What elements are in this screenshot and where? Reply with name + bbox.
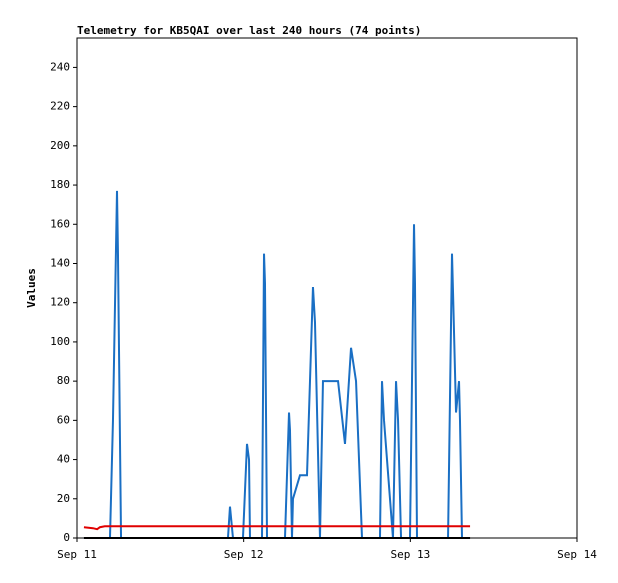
y-axis-label: Values <box>25 268 38 308</box>
y-tick-label: 220 <box>50 100 70 113</box>
y-tick-label: 60 <box>57 413 70 426</box>
y-tick-label: 140 <box>50 256 70 269</box>
y-tick-label: 180 <box>50 178 70 191</box>
y-tick-label: 80 <box>57 374 70 387</box>
data-line <box>83 525 471 531</box>
y-tick-label: 0 <box>63 531 70 544</box>
x-tick-label: Sep 11 <box>57 548 97 561</box>
y-tick-label: 100 <box>50 335 70 348</box>
y-tick-label: 200 <box>50 139 70 152</box>
x-tick-label: Sep 12 <box>224 548 264 561</box>
y-tick-label: 240 <box>50 60 70 73</box>
y-tick-label: 40 <box>57 453 70 466</box>
x-tick-label: Sep 13 <box>390 548 430 561</box>
x-tick-label: Sep 14 <box>557 548 597 561</box>
y-tick-label: 20 <box>57 492 70 505</box>
y-tick-label: 160 <box>50 217 70 230</box>
chart-title: Telemetry for KB5QAI over last 240 hours… <box>77 24 421 37</box>
y-tick-label: 120 <box>50 296 70 309</box>
